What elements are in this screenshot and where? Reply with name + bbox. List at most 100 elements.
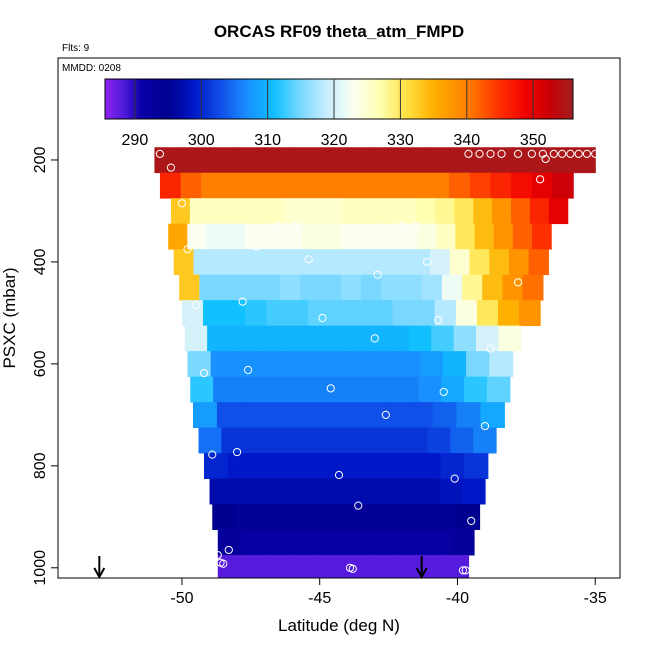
- flight-point: [318, 313, 327, 323]
- heat-cell: [359, 198, 380, 225]
- heat-cell: [455, 300, 478, 327]
- colorbar-cell: [234, 79, 239, 119]
- heat-cell: [540, 147, 569, 174]
- heat-cell: [358, 504, 383, 530]
- heat-cell: [498, 325, 522, 352]
- flight-point: [497, 149, 506, 158]
- heat-cell: [434, 300, 457, 327]
- colorbar-cell: [184, 79, 189, 119]
- heat-cell: [441, 376, 465, 403]
- colorbar-cell: [433, 79, 438, 119]
- colorbar-cell: [324, 79, 328, 119]
- flight-point: [475, 149, 484, 158]
- heat-cell: [370, 249, 392, 276]
- flight-point: [591, 149, 600, 158]
- heat-cell: [267, 427, 291, 454]
- flight-point: [527, 149, 536, 158]
- heat-cell: [263, 172, 285, 199]
- heat-cell: [390, 249, 411, 276]
- heat-cell: [476, 300, 499, 327]
- heat-cell: [439, 478, 463, 505]
- heat-cell: [204, 453, 229, 479]
- y-tick-label: 600: [32, 350, 49, 377]
- heat-cell: [302, 223, 322, 250]
- heat-cell: [198, 427, 222, 454]
- heat-cell: [486, 376, 511, 403]
- flights-count-label: Flts: 9: [62, 43, 90, 54]
- heat-cell: [407, 172, 430, 199]
- colorbar-cell: [241, 79, 245, 119]
- colorbar-tick-label: 320: [321, 132, 348, 149]
- heat-cell: [281, 376, 305, 403]
- colorbar-cell: [247, 79, 252, 119]
- heat-cell: [255, 478, 279, 505]
- heat-cell: [319, 147, 348, 174]
- heat-cell: [493, 223, 514, 250]
- heat-cell: [336, 402, 362, 429]
- flight-point: [486, 344, 495, 353]
- colorbar-cell: [486, 79, 491, 119]
- heat-cell: [244, 223, 265, 250]
- colorbar-cell: [178, 79, 182, 119]
- heat-cell: [221, 427, 245, 454]
- colorbar-cell: [251, 79, 255, 119]
- colorbar-cell: [334, 79, 338, 119]
- heat-cell: [283, 223, 303, 250]
- heat-cell: [476, 325, 500, 352]
- heat-cell: [417, 223, 437, 250]
- heat-cell: [462, 478, 486, 505]
- colorbar-cell: [523, 79, 528, 119]
- colorbar-cell: [217, 79, 222, 119]
- heat-cell: [416, 478, 440, 505]
- colorbar-cell: [244, 79, 249, 119]
- colorbar-cell: [227, 79, 232, 119]
- heat-cell: [212, 504, 238, 530]
- flight-point: [549, 149, 558, 158]
- colorbar: 290 300 310 320 330 340 350: [104, 78, 574, 149]
- heat-cell: [440, 453, 465, 479]
- colorbar-cell: [108, 79, 113, 119]
- colorbar-cell: [124, 79, 129, 119]
- heat-cell: [180, 172, 202, 199]
- heat-cell: [378, 223, 399, 250]
- heat-cell: [511, 172, 533, 199]
- heat-cell: [274, 453, 300, 479]
- colorbar-cell: [526, 79, 531, 119]
- heat-cell: [236, 504, 262, 530]
- colorbar-cell: [111, 79, 116, 119]
- heat-cell: [381, 427, 406, 454]
- heat-cell: [227, 453, 252, 479]
- flight-point: [155, 149, 165, 158]
- y-tick-label: 200: [32, 147, 49, 174]
- heat-cell: [401, 274, 423, 301]
- flight-point: [166, 163, 176, 172]
- heat-cell: [311, 249, 333, 276]
- colorbar-cell: [161, 79, 166, 119]
- flight-point: [480, 421, 490, 431]
- heat-cell: [266, 300, 288, 327]
- colorbar-tick-label: 310: [254, 132, 281, 149]
- heat-cell: [373, 351, 398, 378]
- flight-point: [467, 516, 476, 526]
- heat-cell: [263, 223, 284, 250]
- flight-point: [252, 242, 261, 251]
- colorbar-cell: [221, 79, 225, 119]
- flight-point: [348, 564, 357, 573]
- heat-cell: [466, 351, 490, 378]
- heat-cell: [242, 172, 264, 199]
- heat-cell: [404, 427, 428, 454]
- heat-cell: [371, 300, 394, 327]
- colorbar-cell: [390, 79, 395, 119]
- heat-cell: [216, 402, 242, 429]
- heat-cell: [208, 198, 229, 225]
- colorbar-cell: [320, 79, 325, 119]
- x-tick-label: -35: [584, 590, 607, 607]
- flight-point: [238, 297, 247, 306]
- heat-cell: [454, 198, 474, 225]
- colorbar-cell: [204, 79, 209, 119]
- colorbar-cell: [493, 79, 498, 119]
- colorbar-cell: [294, 79, 299, 119]
- colorbar-cell: [556, 79, 561, 119]
- y-tick-label: 1000: [32, 550, 49, 586]
- heat-cell: [340, 274, 362, 301]
